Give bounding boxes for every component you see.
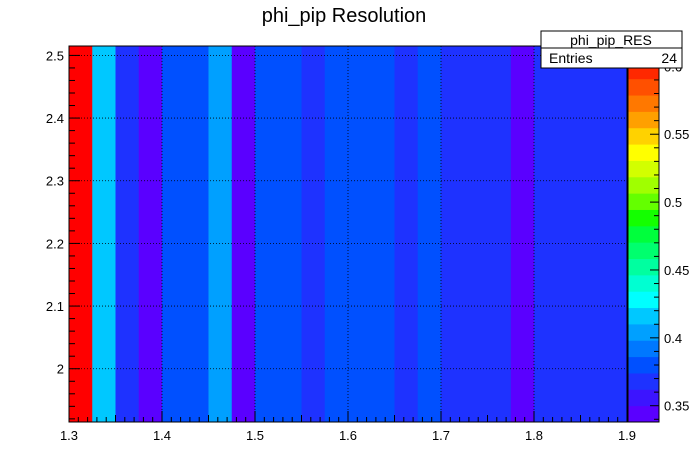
heatmap-cell: [603, 46, 628, 422]
heatmap-cell: [208, 46, 233, 422]
chart-title: phi_pip Resolution: [262, 5, 427, 27]
y-tick-label: 2.3: [46, 174, 64, 189]
heatmap-cell: [510, 46, 535, 422]
palette-segment: [628, 176, 659, 194]
palette-tick-label: 0.55: [664, 127, 689, 142]
x-tick-label: 1.8: [525, 428, 543, 443]
x-tick-label: 1.6: [339, 428, 357, 443]
x-tick-label: 1.7: [432, 428, 450, 443]
y-tick-label: 2.4: [46, 111, 64, 126]
palette-segment: [628, 242, 659, 260]
y-tick-label: 2: [57, 362, 64, 377]
palette-segment: [628, 95, 659, 112]
palette-segment: [628, 111, 659, 129]
heatmap-cell: [371, 46, 395, 422]
palette-segment: [628, 291, 659, 309]
heatmap-cell: [69, 46, 93, 422]
heatmap-cell: [417, 46, 442, 422]
x-tick-label: 1.9: [618, 428, 636, 443]
palette-segment: [628, 356, 659, 374]
heatmap-cell: [231, 46, 256, 422]
heatmap-cell: [138, 46, 163, 422]
palette-tick-label: 0.45: [664, 263, 689, 278]
stats-entries-value: 24: [661, 50, 677, 66]
heatmap-cell: [115, 46, 140, 422]
palette-segment: [628, 323, 659, 341]
heatmap-cell: [301, 46, 326, 422]
heatmap-cell: [92, 46, 116, 422]
palette-tick-label: 0.5: [664, 195, 682, 210]
palette-segment: [628, 209, 659, 227]
palette-segment: [628, 160, 659, 178]
stats-frame: [540, 30, 683, 69]
palette-tick-label: 0.35: [664, 399, 689, 414]
palette-segment: [628, 193, 659, 210]
stats-name: phi_pip_RES: [570, 32, 652, 48]
palette-segment: [628, 274, 659, 292]
palette-segment: [628, 225, 659, 243]
x-tick-label: 1.4: [153, 428, 171, 443]
heatmap-cell: [557, 46, 581, 422]
x-tick-label: 1.5: [246, 428, 264, 443]
palette-segment: [628, 258, 659, 276]
heatmap-cells: [69, 46, 628, 422]
heatmap-cell: [255, 46, 279, 422]
heatmap-cell: [441, 46, 465, 422]
axes: 1.3 1.4 1.5 1.6 1.7 1.8 1.9 2 2.1 2.2 2.3 2.4 2.5: [46, 48, 636, 443]
stats-box: phi_pip_RES Entries 24: [540, 30, 683, 69]
heatmap-cell: [534, 46, 558, 422]
heatmap-cell: [348, 46, 372, 422]
color-palette: 0.350.40.450.50.550.6: [627, 45, 689, 423]
palette-segment: [628, 340, 659, 358]
palette-segment: [628, 389, 659, 407]
palette-segment: [628, 144, 659, 161]
y-tick-label: 2.5: [46, 48, 64, 63]
palette-segment: [628, 127, 659, 145]
heatmap-cell: [278, 46, 302, 422]
stats-entries-label: Entries: [549, 50, 593, 66]
palette-segment: [628, 372, 659, 390]
palette-segment: [628, 78, 659, 96]
heatmap-cell: [487, 46, 512, 422]
palette-segment: [628, 405, 659, 423]
y-tick-label: 2.2: [46, 236, 64, 251]
heatmap-cell: [464, 46, 488, 422]
heatmap-cell: [185, 46, 209, 422]
y-tick-label: 2.1: [46, 299, 64, 314]
heatmap-cell: [324, 46, 349, 422]
grid-lines: [69, 46, 627, 422]
x-tick-label: 1.3: [60, 428, 78, 443]
palette-segment: [628, 307, 659, 325]
palette-tick-label: 0.4: [664, 331, 682, 346]
heatmap-cell: [580, 46, 605, 422]
heatmap-cell: [162, 46, 186, 422]
heatmap-cell: [394, 46, 419, 422]
